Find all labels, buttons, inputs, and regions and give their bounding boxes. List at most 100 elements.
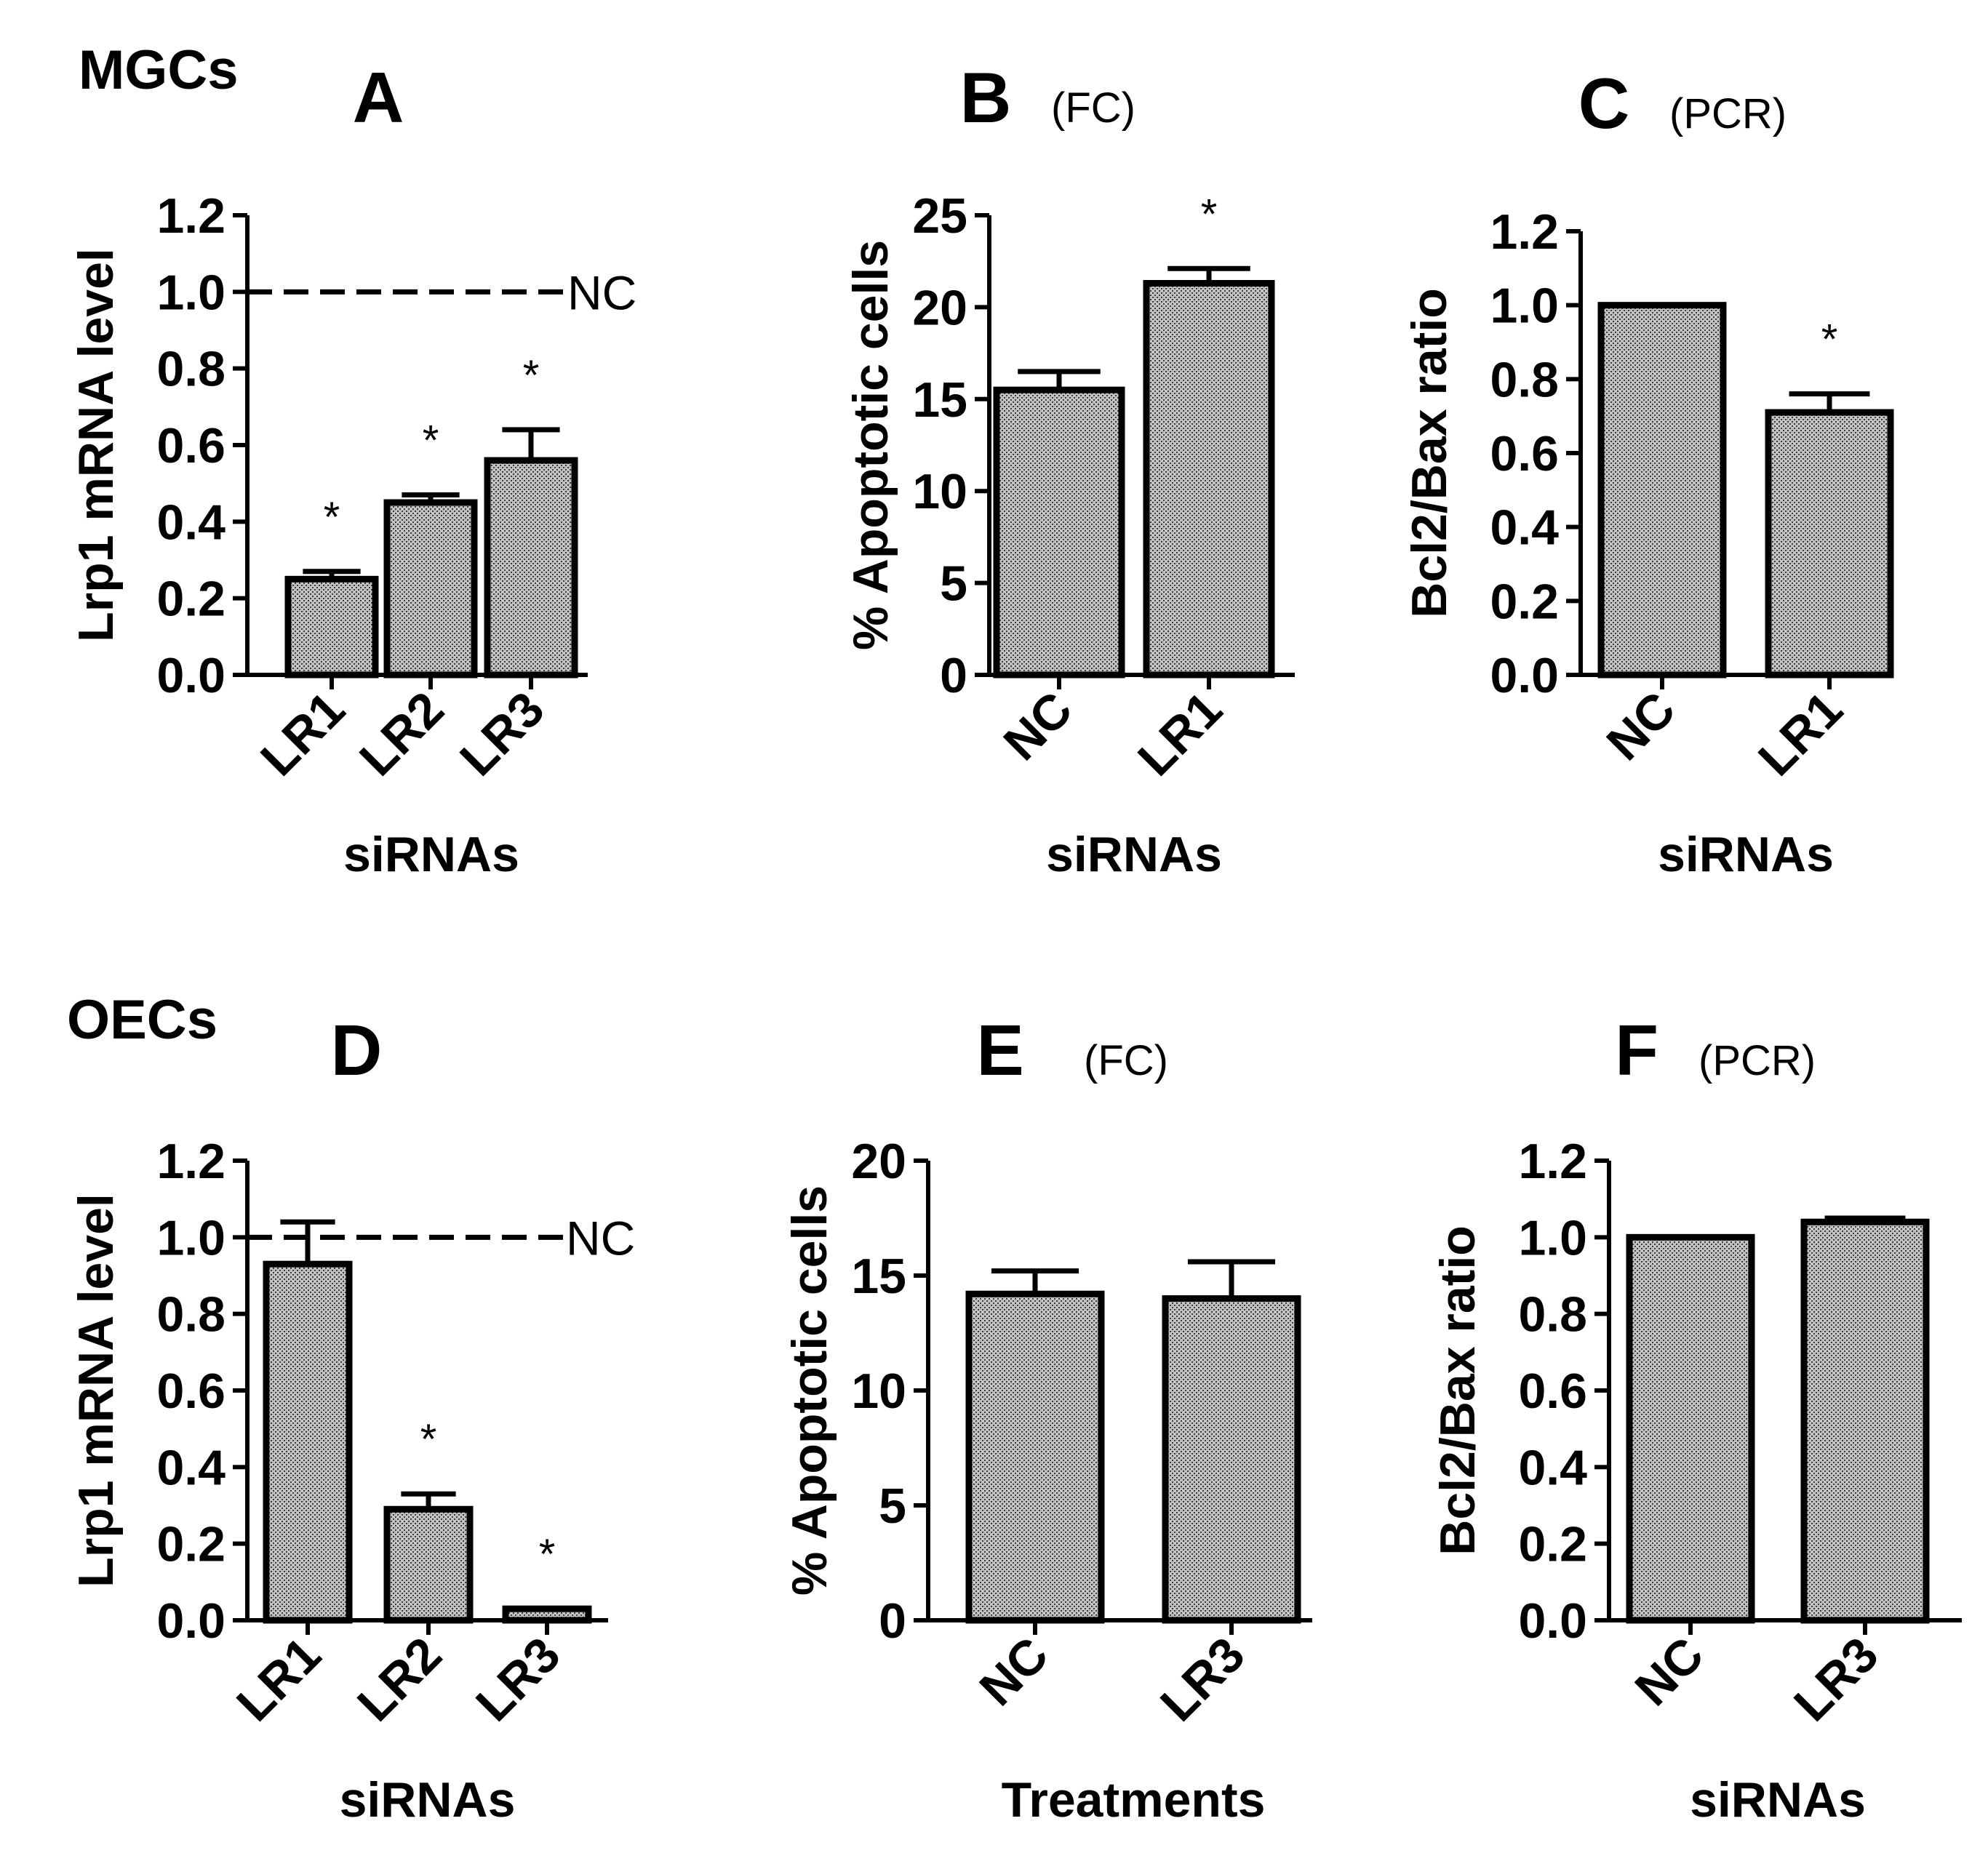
x-axis-title-b: siRNAs	[1046, 827, 1222, 882]
significance-a-lr3: *	[523, 352, 540, 399]
y-tick-label-c-1: 0.2	[1490, 574, 1559, 629]
category-label-f-lr3: LR3	[1784, 1627, 1889, 1732]
y-axis-title-b: % Apoptotic cells	[843, 240, 898, 650]
y-tick-label-e-3: 15	[851, 1249, 906, 1304]
panel-method-e: (FC)	[1084, 1037, 1168, 1084]
y-tick-label-d-1: 0.2	[156, 1517, 225, 1572]
panel-letter-d: D	[331, 1010, 383, 1090]
y-tick-label-f-0: 0.0	[1518, 1593, 1587, 1649]
bar-c-lr1	[1765, 409, 1894, 679]
y-tick-label-a-0: 0.0	[156, 648, 225, 703]
y-tick-label-a-2: 0.4	[156, 495, 225, 550]
y-tick-label-d-2: 0.4	[156, 1440, 225, 1495]
y-tick-label-f-5: 1.0	[1518, 1210, 1587, 1265]
y-axis-title-d: Lrp1 mRNA level	[68, 1193, 124, 1588]
y-tick-label-f-4: 0.8	[1518, 1287, 1587, 1342]
significance-d-lr2: *	[420, 1416, 437, 1463]
bar-f-lr3	[1800, 1218, 1930, 1624]
y-tick-label-b-0: 0	[940, 648, 967, 703]
y-tick-label-a-1: 0.2	[156, 572, 225, 627]
y-axis-title-e: % Apoptotic cells	[782, 1185, 837, 1596]
significance-b-lr1: *	[1201, 191, 1218, 238]
significance-a-lr2: *	[423, 417, 439, 464]
y-tick-label-d-4: 0.8	[156, 1287, 225, 1342]
x-axis-title-f: siRNAs	[1690, 1772, 1866, 1828]
panel-method-f: (PCR)	[1698, 1037, 1816, 1084]
chart-panels: A 0.0 0.2 0.4 0.6 0.8 1.0 1.2 Lrp1 mRNA level NC *…	[68, 57, 1962, 1828]
bar-a-lr3	[484, 457, 578, 679]
panel-method-c: (PCR)	[1669, 90, 1787, 137]
bar-e-nc	[965, 1290, 1105, 1624]
y-tick-label-d-3: 0.6	[156, 1364, 225, 1419]
bar-a-lr1	[284, 575, 379, 679]
category-label-b-nc: NC	[993, 681, 1082, 771]
y-axis-title-a: Lrp1 mRNA level	[68, 248, 124, 642]
category-label-d-lr3: LR3	[466, 1627, 571, 1732]
y-tick-label-c-3: 0.6	[1490, 426, 1559, 481]
row-label-mgcs: MGCs	[79, 39, 239, 101]
y-tick-label-d-5: 1.0	[156, 1210, 225, 1265]
bar-f-nc	[1626, 1233, 1755, 1624]
y-axis-title-f: Bcl2/Bax ratio	[1430, 1225, 1485, 1556]
reference-label-d: NC	[566, 1211, 635, 1265]
chart-panel-b: B (FC) 0 5 10 15 20 25 % Apoptotic cells NC * LR1 si…	[843, 57, 1295, 882]
category-label-e-nc: NC	[969, 1627, 1058, 1716]
bar-b-nc	[993, 386, 1125, 679]
significance-a-lr1: *	[324, 494, 340, 541]
y-tick-label-a-4: 0.8	[156, 342, 225, 397]
bar-b-lr1	[1143, 280, 1275, 679]
x-axis-title-d: siRNAs	[340, 1772, 516, 1828]
chart-panel-e: E (FC) 0 5 10 15 20 % Apoptotic cells NC LR3 Treat…	[782, 1010, 1312, 1828]
category-label-a-lr2: LR2	[349, 681, 455, 787]
panel-letter-b: B	[960, 57, 1012, 137]
y-tick-label-e-2: 10	[851, 1364, 906, 1419]
significance-d-lr3: *	[539, 1531, 556, 1578]
y-tick-label-f-2: 0.4	[1518, 1440, 1587, 1495]
y-tick-label-a-3: 0.6	[156, 418, 225, 473]
y-tick-label-b-1: 5	[940, 556, 967, 612]
panel-letter-a: A	[353, 57, 404, 137]
chart-panel-f: F (PCR) 0.0 0.2 0.4 0.6 0.8 1.0 1.2 Bcl2/Bax rati…	[1430, 1010, 1962, 1828]
y-tick-label-c-2: 0.4	[1490, 500, 1559, 556]
category-label-a-lr3: LR3	[450, 681, 555, 787]
y-axis-title-c: Bcl2/Bax ratio	[1402, 288, 1457, 618]
category-label-d-lr2: LR2	[347, 1627, 452, 1732]
y-tick-label-e-4: 20	[851, 1134, 906, 1189]
bar-c-nc	[1597, 302, 1727, 679]
y-tick-label-a-6: 1.2	[156, 188, 225, 244]
chart-panel-d: D 0.0 0.2 0.4 0.6 0.8 1.0 1.2 Lrp1 mRNA level NC L…	[68, 1010, 635, 1828]
x-axis-title-a: siRNAs	[343, 827, 519, 882]
bar-d-lr1	[263, 1260, 353, 1624]
category-label-c-nc: NC	[1596, 681, 1685, 771]
panel-letter-e: E	[976, 1010, 1023, 1090]
y-tick-label-e-1: 5	[879, 1478, 906, 1534]
y-tick-label-c-6: 1.2	[1490, 204, 1559, 260]
y-tick-label-e-0: 0	[879, 1593, 906, 1649]
bar-e-lr3	[1162, 1295, 1301, 1624]
category-label-d-lr1: LR1	[226, 1627, 332, 1732]
y-tick-label-f-3: 0.6	[1518, 1364, 1587, 1419]
x-axis-title-c: siRNAs	[1658, 827, 1834, 882]
y-tick-label-f-6: 1.2	[1518, 1134, 1587, 1189]
row-label-oecs: OECs	[67, 989, 217, 1051]
y-tick-label-b-5: 25	[912, 188, 967, 244]
y-tick-label-c-4: 0.8	[1490, 352, 1559, 407]
significance-c-lr1: *	[1821, 316, 1838, 364]
chart-panel-a: A 0.0 0.2 0.4 0.6 0.8 1.0 1.2 Lrp1 mRNA level NC *…	[68, 57, 636, 882]
bar-d-lr3	[502, 1605, 592, 1624]
category-label-c-lr1: LR1	[1748, 681, 1853, 787]
y-tick-label-a-5: 1.0	[156, 265, 225, 320]
reference-label-a: NC	[567, 265, 636, 319]
chart-panel-c: C (PCR) 0.0 0.2 0.4 0.6 0.8 1.0 1.2 Bcl2/Bax rati…	[1402, 63, 1894, 882]
panel-letter-c: C	[1578, 63, 1630, 143]
category-label-f-nc: NC	[1624, 1627, 1714, 1716]
y-tick-label-d-6: 1.2	[156, 1134, 225, 1189]
y-tick-label-c-0: 0.0	[1490, 648, 1559, 703]
category-label-a-lr1: LR1	[250, 681, 356, 787]
bar-a-lr2	[383, 499, 478, 679]
panel-letter-f: F	[1615, 1010, 1658, 1090]
y-tick-label-b-2: 10	[912, 464, 967, 519]
x-axis-title-e: Treatments	[1002, 1772, 1266, 1828]
y-tick-label-b-3: 15	[912, 372, 967, 428]
